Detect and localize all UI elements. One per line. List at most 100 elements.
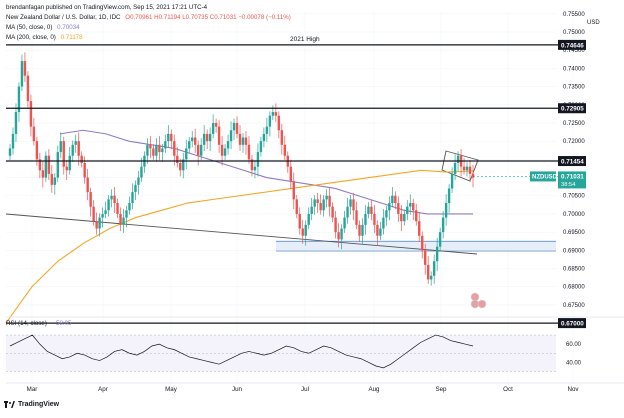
- candle: [337, 223, 340, 248]
- candle: [74, 134, 77, 153]
- candle-body: [462, 166, 466, 171]
- candle: [403, 209, 406, 226]
- candle: [98, 213, 101, 237]
- candle-body: [259, 141, 263, 153]
- candle-body: [307, 213, 310, 225]
- candle-body: [161, 148, 164, 153]
- candle-body: [426, 264, 430, 280]
- candle-body: [394, 195, 397, 204]
- candle: [161, 144, 164, 162]
- x-tick-label: Sep: [435, 386, 447, 393]
- candle-body: [367, 206, 370, 214]
- candle-body: [107, 199, 110, 211]
- candle: [459, 149, 463, 177]
- candle: [283, 136, 287, 161]
- candle: [95, 212, 98, 235]
- y-tick-label: 0.70500: [563, 194, 585, 200]
- candle-body: [167, 133, 170, 142]
- level-label: 0.71454: [561, 159, 584, 166]
- candle-body: [11, 133, 15, 149]
- candle-body: [62, 141, 65, 167]
- candle: [415, 203, 418, 226]
- candle-body: [235, 122, 239, 134]
- candle-body: [265, 126, 269, 134]
- candle-body: [444, 203, 448, 218]
- candle: [110, 189, 113, 208]
- candle: [391, 187, 394, 208]
- candle: [80, 151, 83, 168]
- candle: [438, 227, 442, 252]
- candle-body: [310, 206, 313, 214]
- candle: [152, 144, 155, 161]
- candle-body: [77, 141, 80, 156]
- candle: [325, 189, 328, 208]
- y-tick-label: 0.68500: [563, 267, 585, 273]
- candle-body: [253, 166, 257, 171]
- y-tick-label: 0.75000: [563, 30, 585, 36]
- candle-body: [429, 275, 433, 280]
- candle-body: [465, 166, 469, 171]
- candle-body: [447, 188, 451, 204]
- candle-body: [256, 152, 260, 167]
- candle: [376, 220, 379, 246]
- grid-lines: [6, 12, 574, 383]
- candle: [188, 136, 191, 153]
- candle: [113, 187, 116, 213]
- candle: [346, 197, 349, 224]
- candle-body: [238, 133, 242, 145]
- candle-body: [176, 155, 179, 163]
- candle: [361, 218, 364, 244]
- candle: [199, 138, 203, 161]
- candle-body: [98, 217, 101, 229]
- candle-body: [41, 170, 45, 178]
- candle: [379, 221, 382, 241]
- support-zone: [276, 240, 556, 252]
- candle: [65, 160, 68, 181]
- candle-body: [438, 232, 442, 247]
- candle-body: [65, 166, 68, 171]
- candle-body: [56, 152, 59, 178]
- level-label: 0.67000: [561, 321, 584, 328]
- candle: [322, 195, 325, 217]
- candle: [352, 192, 355, 221]
- candle: [429, 271, 433, 286]
- ma200-legend[interactable]: MA (200, close, 0) 0.71178: [6, 34, 83, 41]
- candle: [462, 157, 466, 175]
- y-tick-label: 0.70000: [563, 212, 585, 218]
- candle-body: [450, 173, 454, 189]
- candle: [334, 211, 337, 239]
- candle-body: [140, 166, 143, 178]
- rsi-panel: 60.00 40.00: [6, 316, 624, 372]
- x-tick-label: Apr: [98, 386, 108, 393]
- time-axis: Mar Apr May Jun Jul Aug Sep Oct Nov: [6, 382, 624, 393]
- candle-body: [262, 133, 266, 142]
- tradingview-logo[interactable]: TradingView: [4, 401, 59, 408]
- candle: [134, 180, 137, 201]
- candle: [176, 146, 179, 168]
- candle-body: [337, 232, 340, 240]
- candle-body: [14, 112, 18, 134]
- candle: [104, 201, 107, 219]
- x-tick-label: Nov: [567, 386, 579, 393]
- candle: [292, 172, 295, 210]
- y-tick-label: 0.72500: [563, 121, 585, 127]
- candle-body: [343, 217, 346, 229]
- candle-body: [86, 177, 89, 193]
- candle-body: [128, 203, 131, 211]
- candle-body: [277, 115, 281, 131]
- last-price-countdown: 38:54: [561, 182, 576, 188]
- candle-body: [8, 148, 12, 156]
- candle-body: [26, 75, 30, 102]
- candle-body: [32, 126, 36, 142]
- ma50-legend[interactable]: MA (50, close, 0) 0.70034: [6, 24, 80, 31]
- candle-body: [122, 217, 125, 225]
- candle-body: [104, 210, 107, 214]
- candle-body: [23, 61, 27, 76]
- candle-body: [283, 144, 287, 156]
- candle-body: [382, 217, 385, 229]
- price-labels: 0.74646 0.72905 0.71454 0.67000 0.71031 38:54…: [470, 39, 586, 329]
- ma200-value: 0.71178: [60, 34, 83, 41]
- candle: [241, 133, 245, 153]
- candle: [214, 118, 218, 133]
